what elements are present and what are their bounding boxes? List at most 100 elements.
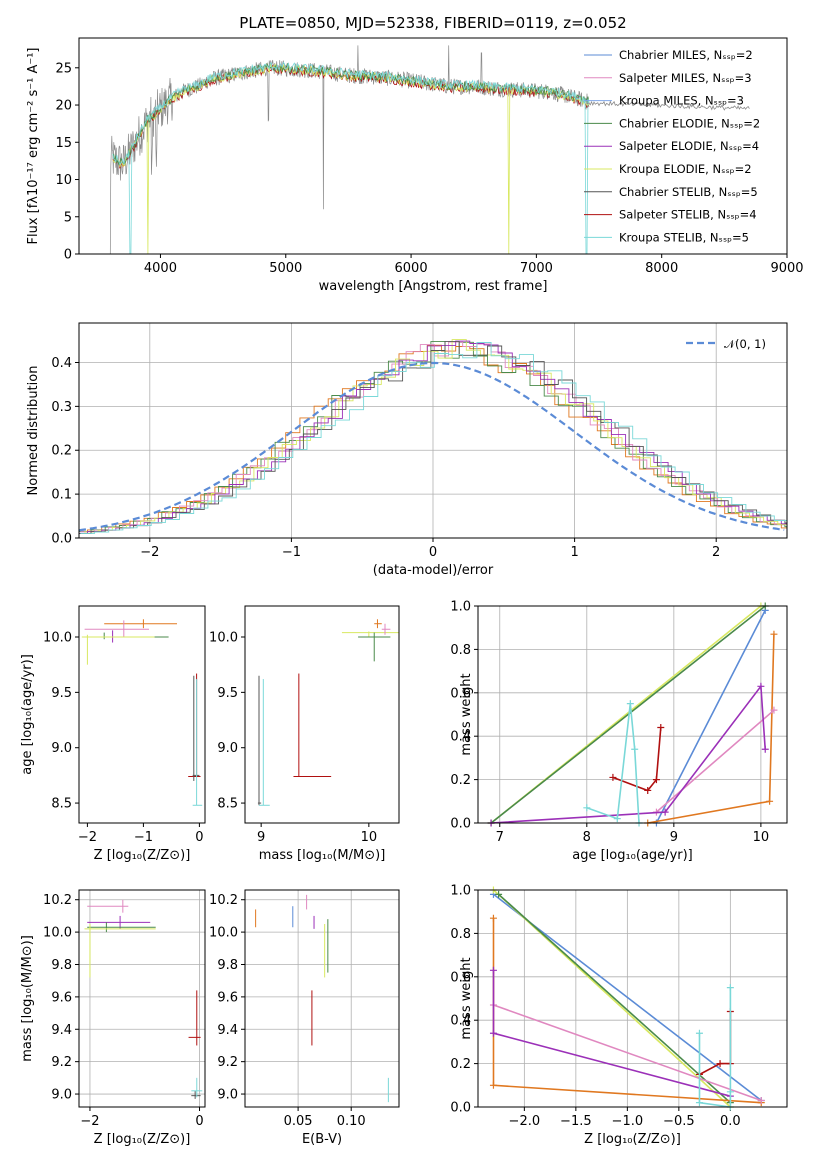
y-tick-label: 0.2: [450, 1057, 471, 1072]
weight-marker: [657, 724, 665, 732]
weight-marker: [489, 1029, 497, 1037]
legend-entry: Chabrier MILES, Nₛₛₚ=2: [619, 48, 753, 62]
x-tick-label: 0.10: [337, 1114, 366, 1129]
legend-entry: Kroupa ELODIE, Nₛₛₚ=2: [619, 162, 752, 176]
legend-entry: Salpeter MILES, Nₛₛₚ=3: [619, 71, 752, 85]
y-tick-label: 9.0: [217, 1088, 238, 1103]
axes-frame: [244, 889, 400, 1108]
y-tick-label: 9.0: [51, 1088, 72, 1103]
x-tick-label: 9: [257, 830, 265, 845]
x-tick-label: −2.0: [509, 1114, 541, 1129]
axes-frame: [78, 322, 788, 539]
histogram-chabrier_elodie: [79, 341, 787, 532]
y-tick-label: 0.0: [450, 817, 471, 832]
y-tick-label: 10.0: [43, 631, 72, 646]
weight-line-salpeter_miles: [493, 1004, 762, 1102]
y-tick-label: 9.2: [217, 1055, 238, 1070]
weight-line-chabrier_miles: [655, 609, 766, 824]
x-tick-label: 0: [195, 1114, 203, 1129]
y-axis-label: Flux [fλ10⁻¹⁷ erg cm⁻² s⁻¹ A⁻¹]: [26, 48, 41, 245]
weight-marker: [695, 1029, 703, 1037]
weight-marker: [757, 682, 765, 690]
figure-title: PLATE=0850, MJD=52338, FIBERID=0119, z=0…: [239, 14, 626, 32]
x-tick-label: 10: [753, 830, 770, 845]
gaussian-curve: [79, 361, 785, 532]
massweight-z-panel: −2.0 −1.5 −1.0 −0.5 0.0 0.0 0.2 0.4 0.6 0.8 1.0 Z […: [450, 884, 788, 1147]
weight-marker: [661, 808, 669, 816]
x-tick-label: 6000: [395, 261, 428, 276]
weight-marker: [652, 776, 660, 784]
y-tick-label: 0.3: [51, 400, 72, 415]
x-tick-label: −2: [78, 830, 97, 845]
y-tick-label: 0.8: [450, 643, 471, 658]
histogram-kroupa_stelib: [80, 342, 787, 534]
axes-frame: [477, 889, 788, 1108]
y-tick-label: 0.4: [51, 356, 72, 371]
x-tick-label: −2: [140, 545, 159, 560]
y-tick-label: 10.0: [209, 926, 238, 941]
y-tick-label: 0.4: [450, 1014, 471, 1029]
x-axis-label: Z [log₁₀(Z/Z⊙)]: [94, 1132, 191, 1147]
y-tick-label: 0.1: [51, 488, 72, 503]
x-tick-label: −0.5: [663, 1114, 695, 1129]
axes-frame: [78, 889, 206, 1108]
x-axis-label: wavelength [Angstrom, rest frame]: [319, 279, 548, 294]
weight-line-kroupa_stelib: [586, 703, 640, 824]
x-tick-label: 8000: [645, 261, 678, 276]
histogram-chabrier_stelib: [79, 340, 787, 535]
y-tick-label: 10.0: [43, 926, 72, 941]
x-tick-label: −1.0: [612, 1114, 644, 1129]
y-tick-label: 0.0: [51, 532, 72, 547]
y-tick-label: 0.0: [450, 1101, 471, 1116]
x-tick-label: 0: [195, 830, 203, 845]
weight-marker: [770, 706, 778, 714]
y-tick-label: 9.0: [217, 741, 238, 756]
y-tick-label: 0: [64, 248, 72, 263]
spectrum-panel: 4000 5000 6000 7000 8000 9000 0 5 10 15 20 25 wavele…: [26, 37, 804, 294]
age-mass-panel: 9 10 8.5 9.0 9.5 10.0 mass [log₁₀(M/M⊙)]: [209, 605, 400, 863]
weight-line-chabrier_elodie: [490, 605, 766, 824]
weight-line-salpeter_miles: [655, 709, 775, 813]
massweight-age-panel: 7 8 9 10 0.0 0.2 0.4 0.6 0.8 1.0 age [log₁₀(age/yr…: [450, 600, 788, 863]
mass-ebv-panel: 0.05 0.10 9.0 9.2 9.4 9.6 9.8 10.0 10.2 E(B-V): [209, 889, 400, 1147]
x-tick-label: 0: [429, 545, 437, 560]
x-tick-label: 8: [583, 830, 591, 845]
y-tick-label: 25: [55, 61, 72, 76]
weight-marker: [695, 1099, 703, 1107]
legend-entry: Salpeter ELODIE, Nₛₛₚ=4: [619, 139, 759, 153]
weight-line-salpeter_stelib: [612, 727, 662, 792]
weight-marker: [644, 786, 652, 794]
x-tick-label: 5000: [269, 261, 302, 276]
y-tick-label: 10.0: [209, 631, 238, 646]
y-tick-label: 9.5: [217, 686, 238, 701]
x-tick-label: 4000: [144, 261, 177, 276]
y-tick-label: 9.8: [51, 958, 72, 973]
histogram-salpeter_miles: [80, 341, 787, 533]
weight-marker: [626, 700, 634, 708]
axes-frame: [78, 605, 206, 824]
y-tick-label: 9.4: [51, 1023, 72, 1038]
y-axis-label: mass [log₁₀(M/M⊙)]: [20, 935, 35, 1062]
x-tick-label: −1.5: [560, 1114, 592, 1129]
y-tick-label: 0.2: [450, 773, 471, 788]
model-spectrum-salpeter_stelib: [112, 64, 590, 169]
axes-frame: [78, 37, 788, 255]
x-tick-label: 10: [361, 830, 378, 845]
age-z-panel: −2 −1 0 8.5 9.0 9.5 10.0 Z [log₁₀(Z/Z⊙)] age [lo…: [20, 605, 206, 863]
x-axis-label: mass [log₁₀(M/M⊙)]: [259, 848, 386, 863]
y-tick-label: 8.5: [217, 797, 238, 812]
y-tick-label: 20: [55, 99, 72, 114]
x-tick-label: −1: [134, 830, 153, 845]
y-tick-label: 10: [55, 173, 72, 188]
y-axis-label: Normed distribution: [26, 366, 41, 496]
legend-entry: Kroupa STELIB, Nₛₛₚ=5: [619, 230, 749, 244]
y-tick-label: 9.0: [51, 741, 72, 756]
weight-marker: [489, 914, 497, 922]
x-tick-label: 1: [570, 545, 578, 560]
weight-line-salpeter_elodie: [491, 684, 766, 824]
legend-entry: Chabrier STELIB, Nₛₛₚ=5: [619, 185, 758, 199]
x-tick-label: 0.05: [284, 1114, 313, 1129]
weight-line-chabrier_elodie: [498, 893, 731, 1104]
weight-marker: [489, 1081, 497, 1089]
